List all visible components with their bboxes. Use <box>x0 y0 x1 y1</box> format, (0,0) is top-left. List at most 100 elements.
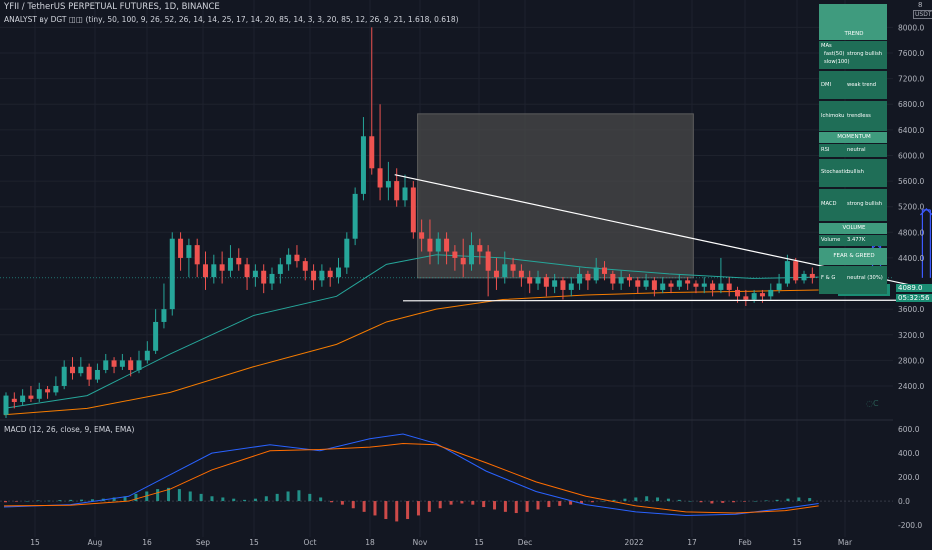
candle-body <box>676 280 682 287</box>
candle-body <box>510 264 516 271</box>
dmi-row: DMI weak trend <box>819 71 887 99</box>
tradingview-logo-icon: ◌C <box>866 399 879 408</box>
candle-body <box>685 280 691 284</box>
macd-legend[interactable]: MACD (12, 26, close, 9, EMA, EMA) <box>4 425 135 434</box>
candle-body <box>136 360 142 370</box>
fear-greed-row: F & G neutral (30%) <box>819 266 887 294</box>
stoch-value: bullish <box>847 169 864 175</box>
candle-body <box>311 270 317 281</box>
macd-histogram-bar <box>221 497 225 502</box>
macd-histogram-bar <box>264 496 268 502</box>
currency-unit[interactable]: USDT <box>913 10 932 19</box>
macd-histogram-bar <box>482 501 486 508</box>
target-arrowhead <box>919 208 932 216</box>
candle-body <box>635 280 641 287</box>
candle-body <box>726 283 732 290</box>
fast-ma-label: fast(50) <box>824 51 845 57</box>
candle-body <box>518 270 524 278</box>
time-tick-label: 15 <box>249 538 259 547</box>
volume-section: VOLUME <box>819 223 887 234</box>
candle-body <box>435 238 441 252</box>
candle-body <box>352 193 358 239</box>
macd-histogram-bar <box>340 501 344 505</box>
candle-body <box>227 257 233 271</box>
macd-histogram-bar <box>90 499 94 502</box>
candle-body <box>360 136 366 194</box>
candle-body <box>178 238 184 258</box>
price-tick-label: 7200.0 <box>898 75 924 84</box>
indicator-legend[interactable]: ANALYST ву DGT ◫◫ (tiny, 50, 100, 9, 26,… <box>4 15 459 24</box>
macd-histogram-bar <box>427 501 431 512</box>
candle-body <box>244 264 250 278</box>
candle-body <box>269 273 275 284</box>
candle-body <box>86 366 92 380</box>
macd-histogram-bar <box>710 501 714 504</box>
candle-body <box>502 264 508 278</box>
price-tick-label: 4400.0 <box>898 254 924 263</box>
candle-body <box>793 261 799 281</box>
macd-tick-label: 400.0 <box>898 449 920 458</box>
moving-averages <box>3 254 819 416</box>
price-tick-label: 3200.0 <box>898 331 924 340</box>
trendline <box>403 299 919 302</box>
time-tick-label: 15 <box>474 538 484 547</box>
dmi-label: DMI <box>821 82 832 88</box>
macd-value: strong bullish <box>847 201 883 207</box>
candle-body <box>735 289 741 297</box>
macd-histogram-bar <box>525 501 529 512</box>
candle-body <box>211 264 217 278</box>
price-tick-label: 6000.0 <box>898 151 924 160</box>
candle-body <box>626 277 632 281</box>
candle-body <box>568 283 574 290</box>
macd-histogram-bar <box>449 501 453 505</box>
candle-body <box>668 283 674 287</box>
candle-body <box>153 321 159 351</box>
macd-histogram-bar <box>36 500 40 502</box>
candle-body <box>61 366 67 386</box>
candle-body <box>53 385 59 393</box>
candle-body <box>394 181 400 201</box>
macd-histogram-bar <box>4 501 7 503</box>
macd-histogram-bar <box>69 499 73 502</box>
candle-body <box>128 360 134 370</box>
trend-section: TREND <box>819 4 887 40</box>
macd-histogram-bar <box>438 501 442 509</box>
candle-body <box>469 245 475 265</box>
time-tick-label: 15 <box>792 538 802 547</box>
macd-histogram-bar <box>351 501 355 509</box>
candle-body <box>660 283 666 290</box>
macd-histogram-bar <box>188 491 192 502</box>
time-tick-label: Sep <box>196 538 210 547</box>
macd-row: MACD strong bullish <box>819 189 887 221</box>
mas-label: MAs <box>821 43 832 49</box>
rsi-label: RSI <box>821 147 830 153</box>
candle-body <box>286 254 292 265</box>
slow-ma-label: slow(100) <box>824 59 850 65</box>
candle-body <box>219 264 225 271</box>
macd-histogram-bar <box>134 493 138 502</box>
price-tick-label: 2400.0 <box>898 382 924 391</box>
macd-histogram-bar <box>514 501 518 514</box>
macd-histogram-bar <box>167 487 171 502</box>
macd-line <box>3 433 819 516</box>
macd-histogram-bar <box>395 501 399 522</box>
price-tick-label: 3600.0 <box>898 305 924 314</box>
candle-body <box>444 238 450 252</box>
candle-body <box>784 261 790 284</box>
macd-histogram-bar <box>471 501 475 505</box>
candle-body <box>302 261 308 271</box>
candle-body <box>543 277 549 287</box>
rsi-value: neutral <box>847 147 866 153</box>
ema-fast-line <box>3 254 819 409</box>
candle-body <box>593 267 599 281</box>
profit-zone <box>417 113 694 279</box>
price-tick-label: 7600.0 <box>898 49 924 58</box>
candle-body <box>419 232 425 239</box>
macd-histogram-bar <box>493 501 497 510</box>
ichimoku-row: Ichimoku trendless <box>819 101 887 131</box>
candle-body <box>527 277 533 284</box>
ichimoku-label: Ichimoku <box>821 113 845 119</box>
macd-histogram-bar <box>253 498 257 502</box>
macd-histogram-bar <box>742 501 746 502</box>
